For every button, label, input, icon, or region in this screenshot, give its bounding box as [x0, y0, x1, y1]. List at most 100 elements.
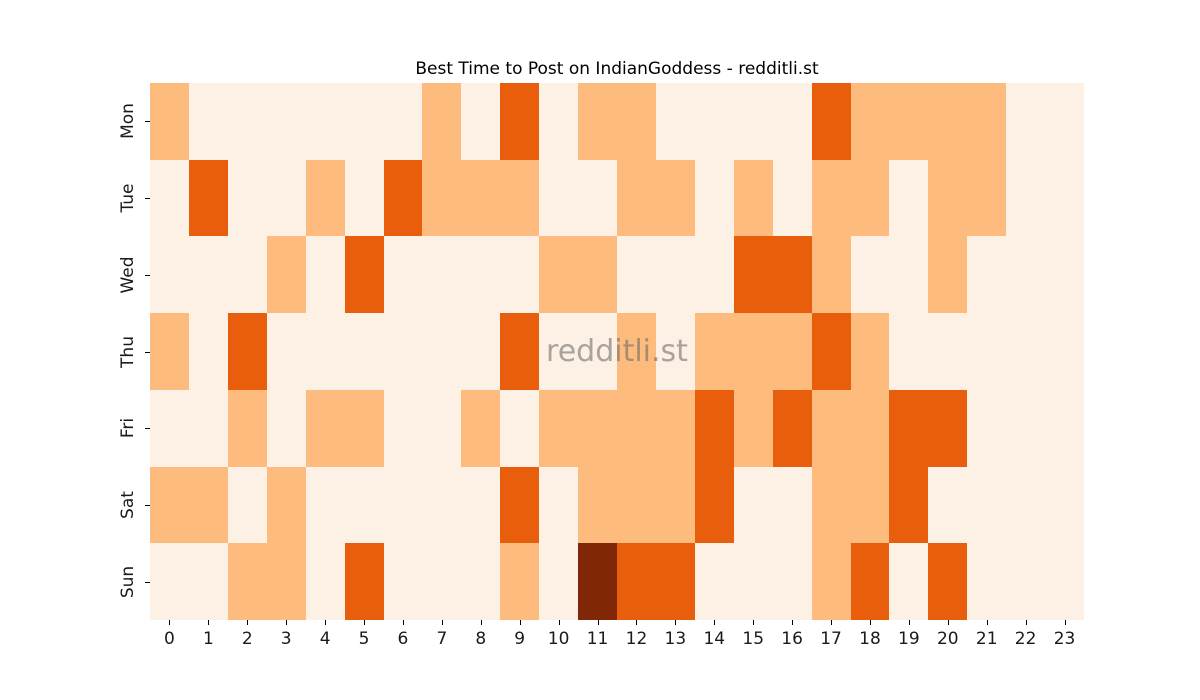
- heatmap-cell-Fri-13: [655, 389, 695, 467]
- heatmap-cell-Tue-13: [655, 159, 695, 237]
- heatmap-cell-Wed-1: [188, 236, 228, 314]
- heatmap-cell-Sun-2: [227, 543, 267, 620]
- x-tick-mark: [286, 620, 288, 625]
- heatmap-cell-Tue-23: [1045, 159, 1084, 237]
- x-tick-mark: [597, 620, 599, 625]
- heatmap-cell-Mon-12: [617, 83, 656, 160]
- heatmap-cell-Tue-9: [500, 159, 540, 237]
- x-tick-mark: [753, 620, 755, 625]
- heatmap-cell-Fri-14: [694, 389, 734, 467]
- heatmap-cell-Thu-18: [850, 313, 890, 390]
- heatmap-cell-Wed-7: [422, 236, 462, 314]
- heatmap-cell-Tue-10: [539, 159, 579, 237]
- heatmap-cell-Sat-18: [850, 466, 890, 544]
- y-tick-mark: [145, 198, 150, 200]
- heatmap-cell-Sun-8: [461, 543, 501, 620]
- heatmap-cell-Thu-21: [967, 313, 1007, 390]
- heatmap-cell-Fri-21: [967, 389, 1007, 467]
- heatmap-cell-Mon-16: [772, 83, 812, 160]
- heatmap-cell-Tue-4: [305, 159, 345, 237]
- heatmap-cell-Wed-4: [305, 236, 345, 314]
- heatmap-cell-Mon-10: [539, 83, 579, 160]
- x-tick-mark: [441, 620, 443, 625]
- heatmap-cell-Fri-12: [617, 389, 656, 467]
- heatmap-cell-Thu-14: [694, 313, 734, 390]
- heatmap-cell-Thu-5: [344, 313, 384, 390]
- heatmap-cell-Sun-4: [305, 543, 345, 620]
- heatmap-cell-Wed-19: [889, 236, 929, 314]
- heatmap-cell-Mon-11: [578, 83, 617, 160]
- heatmap-cell-Wed-5: [344, 236, 384, 314]
- heatmap-cells: [150, 83, 1084, 620]
- heatmap-cell-Sat-2: [227, 466, 267, 544]
- heatmap-cell-Tue-12: [617, 159, 656, 237]
- heatmap-cell-Sun-21: [967, 543, 1007, 620]
- heatmap-cell-Sun-12: [617, 543, 656, 620]
- heatmap-cell-Sat-3: [266, 466, 306, 544]
- x-tick-label-19: 19: [898, 629, 920, 649]
- heatmap-cell-Wed-20: [928, 236, 968, 314]
- heatmap-cell-Tue-18: [850, 159, 890, 237]
- x-tick-mark: [1064, 620, 1066, 625]
- heatmap-cell-Wed-18: [850, 236, 890, 314]
- x-tick-label-21: 21: [975, 629, 998, 649]
- heatmap-cell-Thu-6: [383, 313, 423, 390]
- heatmap-cell-Tue-7: [422, 159, 462, 237]
- heatmap-cell-Sat-17: [811, 466, 851, 544]
- heatmap-cell-Sat-16: [772, 466, 812, 544]
- heatmap-cell-Sat-21: [967, 466, 1007, 544]
- x-tick-label-0: 0: [164, 629, 175, 649]
- heatmap-cell-Thu-4: [305, 313, 345, 390]
- heatmap-cell-Sat-7: [422, 466, 462, 544]
- heatmap-cell-Sun-17: [811, 543, 851, 620]
- x-tick-mark: [325, 620, 327, 625]
- heatmap-cell-Sat-11: [578, 466, 617, 544]
- y-tick-label-Fri: Fri: [118, 418, 138, 439]
- x-tick-mark: [792, 620, 794, 625]
- heatmap-cell-Mon-22: [1006, 83, 1046, 160]
- x-tick-mark: [169, 620, 171, 625]
- heatmap-cell-Fri-16: [772, 389, 812, 467]
- heatmap-cell-Tue-2: [227, 159, 267, 237]
- heatmap-cell-Tue-19: [889, 159, 929, 237]
- heatmap-cell-Fri-7: [422, 389, 462, 467]
- heatmap-cell-Thu-8: [461, 313, 501, 390]
- heatmap-cell-Sat-19: [889, 466, 929, 544]
- x-tick-label-6: 6: [397, 629, 409, 649]
- heatmap-cell-Wed-6: [383, 236, 423, 314]
- heatmap-cell-Fri-22: [1006, 389, 1046, 467]
- heatmap-cell-Thu-10: [539, 313, 579, 390]
- heatmap-cell-Thu-1: [188, 313, 228, 390]
- heatmap-cell-Tue-11: [578, 159, 617, 237]
- heatmap-cell-Sun-11: [578, 543, 617, 620]
- heatmap-cell-Tue-1: [188, 159, 228, 237]
- chart-title: Best Time to Post on IndianGoddess - red…: [415, 59, 819, 79]
- x-tick-mark: [480, 620, 482, 625]
- heatmap-cell-Sat-23: [1045, 466, 1084, 544]
- x-tick-label-12: 12: [625, 629, 648, 649]
- heatmap-cell-Sun-23: [1045, 543, 1084, 620]
- heatmap-cell-Thu-17: [811, 313, 851, 390]
- heatmap-cell-Wed-9: [500, 236, 540, 314]
- heatmap-cell-Mon-0: [150, 83, 189, 160]
- y-tick-mark: [145, 351, 150, 353]
- heatmap-cell-Sun-16: [772, 543, 812, 620]
- heatmap-cell-Thu-13: [655, 313, 695, 390]
- x-tick-label-2: 2: [241, 629, 253, 649]
- heatmap-cell-Sat-10: [539, 466, 579, 544]
- heatmap-cell-Thu-20: [928, 313, 968, 390]
- heatmap-cell-Mon-21: [967, 83, 1007, 160]
- heatmap-cell-Thu-15: [733, 313, 773, 390]
- heatmap-cell-Wed-23: [1045, 236, 1084, 314]
- heatmap-cell-Wed-3: [266, 236, 306, 314]
- x-tick-label-1: 1: [202, 629, 214, 649]
- heatmap-cell-Fri-15: [733, 389, 773, 467]
- heatmap-cell-Thu-7: [422, 313, 462, 390]
- y-tick-label-Sun: Sun: [118, 565, 138, 598]
- heatmap-cell-Mon-19: [889, 83, 929, 160]
- heatmap-cell-Sat-8: [461, 466, 501, 544]
- heatmap-cell-Wed-15: [733, 236, 773, 314]
- heatmap-cell-Sat-20: [928, 466, 968, 544]
- heatmap-cell-Thu-11: [578, 313, 617, 390]
